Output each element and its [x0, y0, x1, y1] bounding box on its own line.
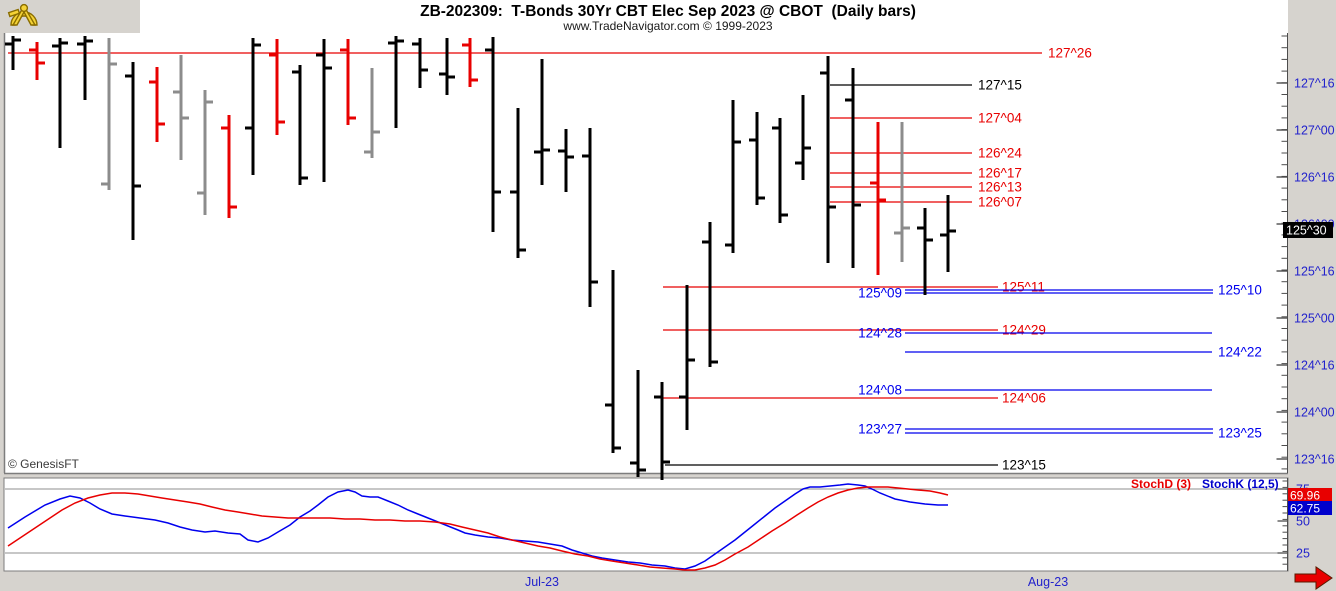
price-axis-label: 127^00 — [1294, 124, 1335, 138]
stoch-panel-background — [3, 477, 1289, 572]
legend-stochk[interactable]: StochK (12,5) — [1202, 477, 1279, 491]
price-axis-label: 126^16 — [1294, 171, 1335, 185]
price-axis-label: 125^16 — [1294, 265, 1335, 279]
sextant-logo-icon — [7, 3, 38, 26]
price-axis-label: 124^00 — [1294, 406, 1335, 420]
price-level-label: 127^26 — [1048, 46, 1092, 61]
stoch-axis-label: 50 — [1296, 515, 1310, 529]
genesis-watermark: © GenesisFT — [8, 457, 79, 471]
price-level-label: 127^15 — [978, 78, 1022, 93]
price-level-label: 124^06 — [1002, 391, 1046, 406]
price-level-label: 123^25 — [1218, 426, 1262, 441]
price-axis-label: 127^16 — [1294, 77, 1335, 91]
price-level-label: 124^22 — [1218, 345, 1262, 360]
price-level-label: 126^17 — [978, 166, 1022, 181]
stoch-stochk-line — [7, 483, 948, 570]
last-price-badge — [1283, 222, 1333, 238]
stoch-value-badge-text: 69.96 — [1290, 489, 1320, 503]
stoch-value-badge-text: 62.75 — [1290, 502, 1320, 516]
price-axis-label: 125^00 — [1294, 312, 1335, 326]
date-axis-label: Jul-23 — [525, 575, 559, 589]
price-level-label: 127^04 — [978, 111, 1022, 126]
chart-subtitle: www.TradeNavigator.com © 1999-2023 — [563, 19, 773, 33]
price-level-label: 126^07 — [978, 195, 1022, 210]
price-level-label: 126^13 — [978, 180, 1022, 195]
legend-stochd[interactable]: StochD (3) — [1131, 477, 1191, 491]
header-strip — [140, 0, 1288, 33]
price-level-label: 125^09 — [858, 286, 902, 301]
price-level-label: 125^11 — [1002, 280, 1045, 295]
price-panel-background — [4, 33, 1288, 473]
date-axis-label: Aug-23 — [1028, 575, 1068, 589]
price-level-label: 124^28 — [858, 326, 902, 341]
stoch-axis-label: 25 — [1296, 547, 1310, 561]
price-level-label: 123^15 — [1002, 458, 1046, 473]
price-level-label: 123^27 — [858, 422, 902, 437]
price-axis-label: 124^16 — [1294, 359, 1335, 373]
stoch-value-badge — [1288, 488, 1332, 502]
chart-title: ZB-202309: T-Bonds 30Yr CBT Elec Sep 202… — [420, 3, 916, 20]
price-level-label: 126^24 — [978, 146, 1022, 161]
scroll-right-button[interactable] — [1294, 566, 1333, 590]
price-axis-label: 123^16 — [1294, 453, 1335, 467]
stoch-stochd-line — [7, 486, 949, 571]
price-level-label: 125^10 — [1218, 283, 1262, 298]
price-level-label: 124^29 — [1002, 323, 1046, 338]
stoch-value-badge — [1288, 501, 1332, 515]
price-level-label: 124^08 — [858, 383, 902, 398]
last-price-badge-text: 125^30 — [1286, 224, 1327, 238]
